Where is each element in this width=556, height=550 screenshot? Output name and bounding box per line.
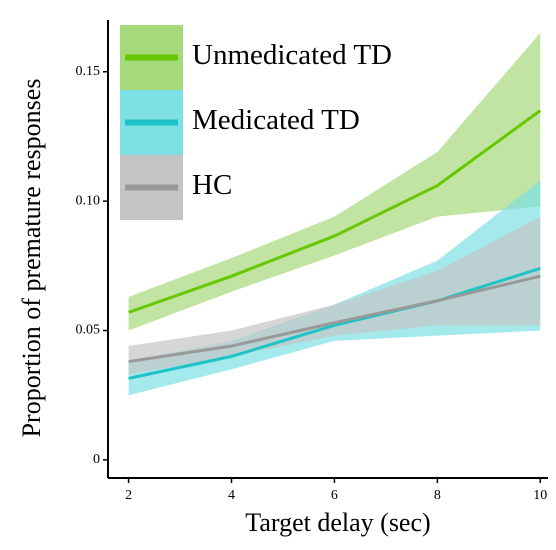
x-axis-title: Target delay (sec) — [245, 508, 430, 537]
x-tick-label: 2 — [125, 488, 132, 503]
line — [128, 274, 541, 364]
y-tick-label: 0.05 — [76, 323, 101, 338]
legend-label: Unmedicated TD — [192, 39, 392, 71]
legend-label: Medicated TD — [192, 104, 360, 136]
x-tick-label: 4 — [228, 488, 235, 503]
x-tick-label: 8 — [434, 488, 441, 503]
confidence-band — [128, 216, 541, 375]
y-tick-label: 0.10 — [76, 193, 101, 208]
x-tick-label: 6 — [331, 488, 338, 503]
line — [128, 109, 542, 314]
plot-area — [128, 32, 542, 396]
legend-label: HC — [192, 169, 232, 201]
y-axis-title: Proportion of premature responses — [17, 79, 46, 438]
x-tick-label: 10 — [533, 488, 547, 503]
y-tick-label: 0 — [93, 452, 100, 467]
y-tick-label: 0.15 — [76, 64, 101, 79]
line — [128, 266, 541, 380]
confidence-band — [128, 32, 541, 331]
